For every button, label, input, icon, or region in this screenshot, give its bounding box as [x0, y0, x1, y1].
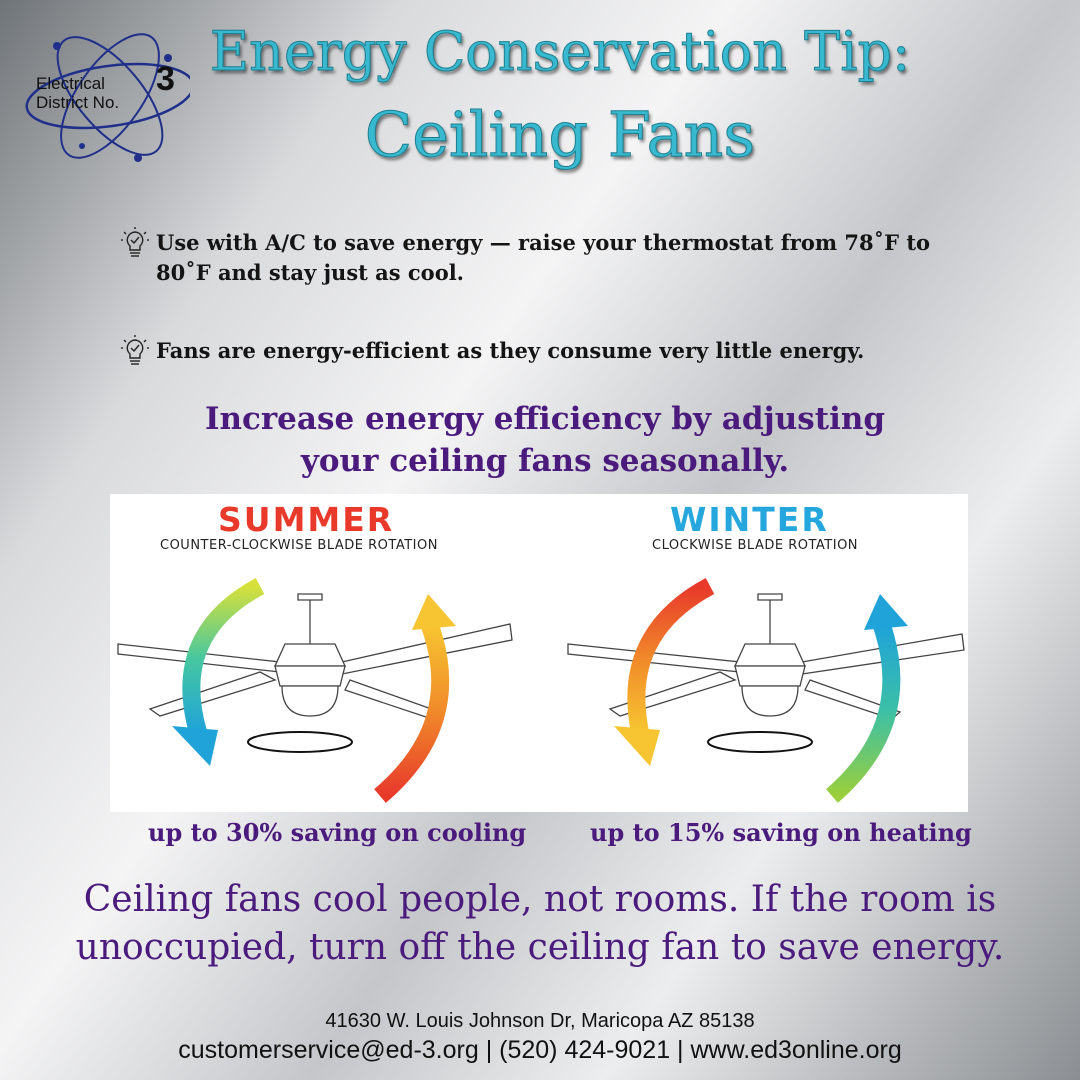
summer-rotation-label: COUNTER-CLOCKWISE BLADE ROTATION	[160, 538, 438, 553]
logo-number: 3	[156, 60, 175, 98]
seasonal-heading-line2: your ceiling fans seasonally.	[300, 443, 790, 479]
logo-line2: District No.	[36, 93, 120, 112]
winter-air-up-arrow	[826, 623, 901, 803]
winter-air-down-arrow	[627, 578, 715, 734]
winter-saving-caption: up to 15% saving on heating	[590, 818, 972, 847]
summer-air-up-arrow	[374, 622, 450, 803]
closing-line2: unoccupied, turn off the ceiling fan to …	[75, 927, 1005, 968]
contact-line: customerservice@ed-3.org | (520) 424-902…	[178, 1036, 902, 1064]
seasonal-heading-line1: Increase energy efficiency by adjusting	[204, 401, 886, 437]
atom-orbit-icon	[25, 33, 190, 162]
closing-line1: Ceiling fans cool people, not rooms. If …	[83, 879, 997, 920]
fan-illustrations	[117, 578, 965, 803]
winter-rotation-label: CLOCKWISE BLADE ROTATION	[652, 538, 859, 553]
seasonal-heading: Increase energy efficiency by adjusting …	[140, 398, 950, 482]
logo-line1: Electrical	[36, 74, 105, 93]
page-title: Energy Conservation Tip:	[209, 20, 911, 84]
logo-text: Electrical District No. 3	[36, 62, 196, 112]
tip-item: Use with A/C to save energy — raise your…	[118, 227, 978, 288]
summer-saving-caption: up to 30% saving on cooling	[148, 818, 527, 847]
tip-text: Fans are energy-efficient as they consum…	[156, 338, 865, 363]
ed3-logo: Electrical District No. 3	[20, 18, 190, 168]
tip-text: Use with A/C to save energy — raise your…	[156, 230, 931, 285]
summer-air-down-arrow	[182, 578, 265, 735]
summer-fan-icon	[117, 593, 513, 753]
tip-item: Fans are energy-efficient as they consum…	[118, 335, 978, 368]
page-subtitle: Ceiling Fans	[364, 98, 756, 172]
summer-label: SUMMER	[218, 500, 395, 539]
winter-label: WINTER	[670, 500, 829, 539]
closing-message: Ceiling fans cool people, not rooms. If …	[30, 876, 1050, 972]
lightbulb-check-icon	[121, 335, 149, 365]
lightbulb-check-icon	[121, 227, 149, 257]
address-line: 41630 W. Louis Johnson Dr, Maricopa AZ 8…	[325, 1010, 755, 1032]
fan-diagram-panel: SUMMER COUNTER-CLOCKWISE BLADE ROTATION …	[110, 494, 968, 812]
